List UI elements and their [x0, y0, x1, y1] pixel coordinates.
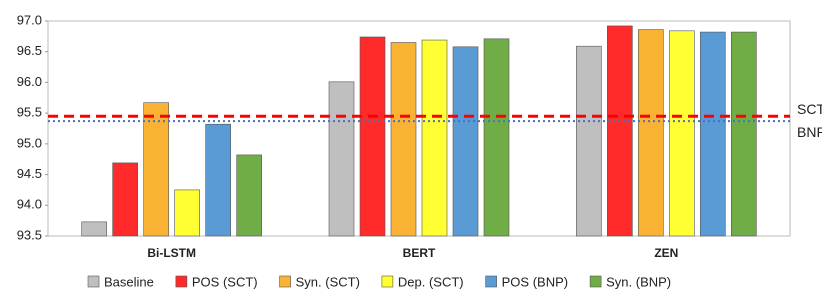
bar	[483, 38, 510, 237]
bar	[390, 42, 417, 237]
bar	[328, 81, 355, 237]
bar	[669, 30, 695, 237]
legend-swatch	[175, 275, 188, 288]
y-tick-label: 95.0	[17, 135, 42, 150]
bar	[236, 154, 262, 237]
y-tick-label: 94.0	[17, 197, 42, 212]
bar	[576, 45, 602, 237]
legend-label: POS (BNP)	[502, 274, 568, 289]
bar	[174, 189, 200, 237]
legend-label: Syn. (BNP)	[606, 274, 671, 289]
legend-swatch	[279, 275, 291, 288]
legend-swatch	[485, 275, 497, 288]
legend-label: POS (SCT)	[192, 274, 258, 289]
reference-label: SCT	[797, 101, 822, 117]
y-tick-label: 97.0	[17, 12, 42, 27]
bar	[700, 31, 726, 237]
legend-swatch	[87, 275, 100, 288]
x-tick-label: ZEN	[654, 246, 678, 260]
bar	[205, 123, 231, 237]
y-tick-label: 95.5	[17, 105, 42, 120]
reference-label: BNP	[797, 124, 822, 140]
bar	[112, 162, 138, 237]
legend-swatch	[589, 275, 602, 288]
plot-frame	[47, 20, 791, 237]
legend-swatch	[381, 275, 394, 288]
y-tick-label: 96.5	[17, 43, 42, 58]
x-tick-label: BERT	[403, 246, 436, 260]
y-tick-label: 94.5	[17, 166, 42, 181]
bar	[81, 221, 107, 237]
bar	[421, 39, 448, 237]
bar	[607, 25, 633, 237]
legend-label: Baseline	[104, 274, 154, 289]
bar	[638, 29, 664, 237]
legend-label: Syn. (SCT)	[296, 274, 360, 289]
bar	[452, 46, 479, 237]
bar	[731, 31, 757, 237]
y-tick-label: 96.0	[17, 74, 42, 89]
legend-label: Dep. (SCT)	[398, 274, 464, 289]
y-tick-label: 93.5	[17, 227, 42, 242]
x-tick-label: Bi-LSTM	[147, 246, 196, 260]
bar	[143, 102, 169, 237]
bar	[359, 36, 386, 237]
